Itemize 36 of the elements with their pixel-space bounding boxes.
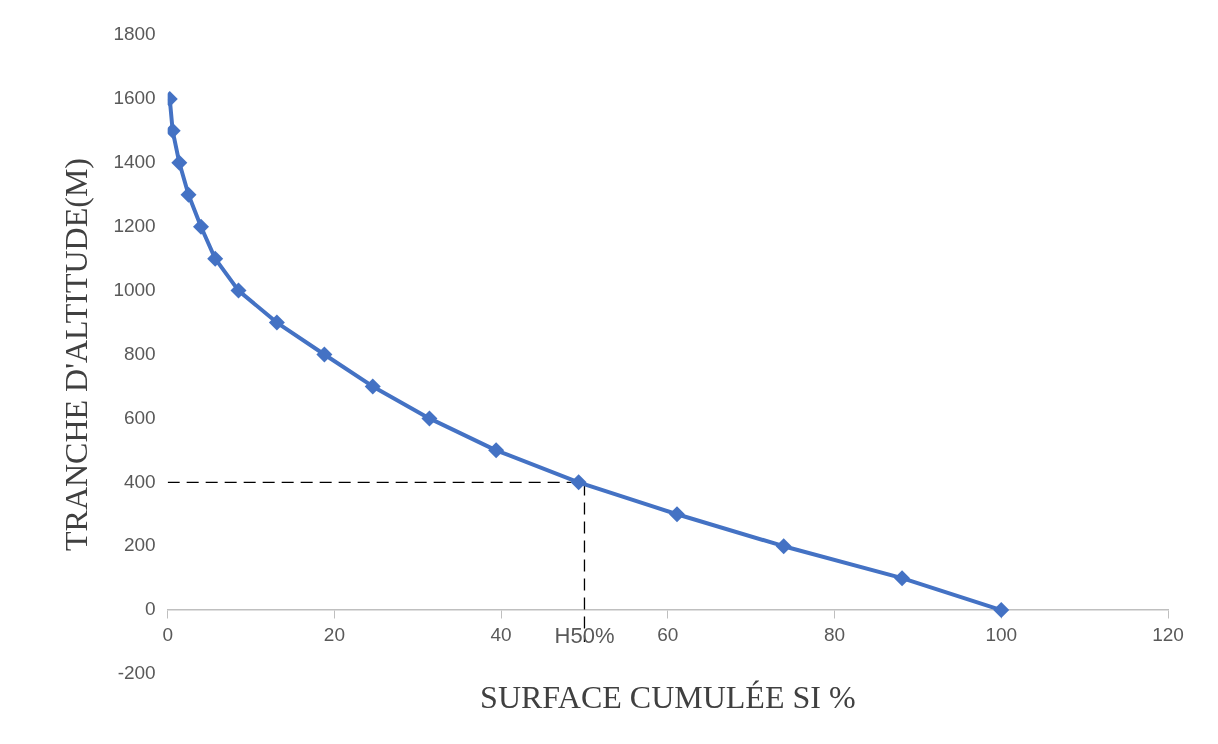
point [364, 378, 381, 395]
x-tick-label: 60 [657, 623, 679, 645]
x-tick-label: 80 [823, 623, 846, 645]
x-axis-title: SURFACE CUMULÉE SI % [480, 679, 856, 716]
x-tick-label: 120 [1152, 623, 1184, 645]
point [570, 474, 587, 491]
point [775, 538, 792, 555]
point [488, 442, 505, 459]
point [993, 602, 1010, 619]
point [193, 218, 210, 235]
y-tick-label: -200 [117, 662, 156, 684]
point [230, 282, 247, 299]
y-tick-label: 400 [123, 470, 156, 492]
annotation: H50% [554, 623, 615, 649]
point [669, 506, 685, 523]
point [207, 250, 224, 267]
point [268, 314, 285, 331]
x-tick-label: 20 [323, 623, 345, 645]
point [180, 186, 197, 203]
point [894, 570, 911, 587]
x-tick-label: 100 [985, 623, 1018, 645]
y-tick-label: 800 [123, 342, 156, 364]
x-tick-label: 40 [490, 623, 512, 645]
y-tick-label: 1600 [113, 87, 156, 109]
y-tick-label: 0 [145, 598, 156, 620]
point [316, 346, 333, 363]
y-axis-title: TRANCHE D'ALTITUDE(M) [57, 158, 94, 551]
point [421, 410, 438, 427]
y-tick-label: 1800 [113, 23, 156, 45]
y-tick-label: 1400 [113, 151, 156, 173]
x-tick-label: 0 [162, 623, 173, 645]
y-tick-label: 200 [123, 534, 156, 556]
y-tick-label: 1000 [113, 278, 156, 300]
y-tick-label: 1200 [113, 214, 156, 236]
point [171, 154, 188, 171]
y-tick-label: 600 [123, 406, 156, 428]
